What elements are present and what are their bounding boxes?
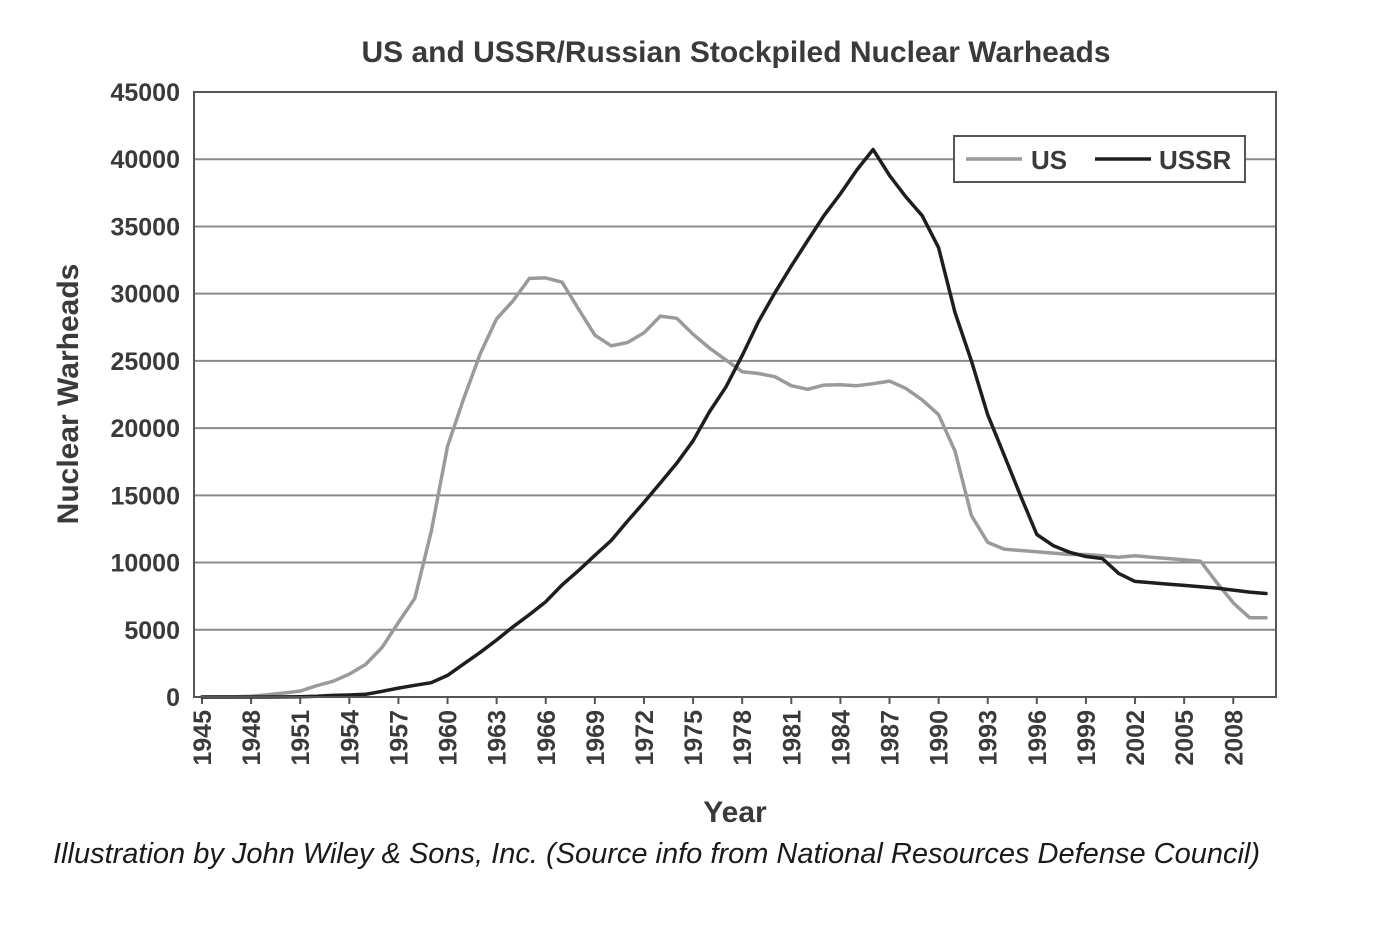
y-tick-label: 10000 xyxy=(110,550,180,578)
x-tick-label: 1984 xyxy=(827,710,855,766)
x-tick-label: 1978 xyxy=(729,710,757,766)
x-axis-ticks: 1945 1948 1951 1954 1957 1960 1963 1966 1969 1972… xyxy=(189,697,1248,766)
legend: US USSR xyxy=(953,135,1246,183)
x-tick-label: 1972 xyxy=(631,710,659,766)
x-tick-label: 1981 xyxy=(778,710,806,766)
y-tick-label: 5000 xyxy=(124,617,180,645)
x-tick-label: 1966 xyxy=(533,710,561,766)
y-tick-label: 30000 xyxy=(110,281,180,309)
x-tick-label: 1960 xyxy=(435,710,463,766)
x-tick-label: 1996 xyxy=(1024,710,1052,766)
x-tick-label: 2005 xyxy=(1171,710,1199,766)
series-line-ussr xyxy=(200,147,1268,699)
y-tick-label: 45000 xyxy=(110,79,180,107)
x-tick-label: 1987 xyxy=(877,710,905,766)
nuclear-warheads-chart: US and USSR/Russian Stockpiled Nuclear W… xyxy=(52,36,1277,829)
x-tick-label: 1951 xyxy=(287,710,315,766)
chart-title: US and USSR/Russian Stockpiled Nuclear W… xyxy=(361,36,1110,69)
figure-caption: Illustration by John Wiley & Sons, Inc. … xyxy=(53,838,1260,870)
x-tick-label: 1990 xyxy=(926,710,954,766)
plot-frame xyxy=(193,91,1277,698)
y-tick-label: 40000 xyxy=(110,146,180,174)
x-tick-label: 1969 xyxy=(582,710,610,766)
x-tick-label: 1975 xyxy=(680,710,708,766)
y-axis-ticks: 0 5000 10000 15000 20000 25000 30000 35000 40000… xyxy=(110,79,180,712)
y-tick-label: 15000 xyxy=(110,482,180,510)
x-axis-label: Year xyxy=(703,796,767,829)
x-tick-label: 1945 xyxy=(189,710,217,766)
y-tick-label: 20000 xyxy=(110,415,180,443)
data-series xyxy=(200,147,1268,699)
x-tick-label: 1963 xyxy=(484,710,512,766)
x-tick-label: 1999 xyxy=(1073,710,1101,766)
x-tick-label: 1993 xyxy=(975,710,1003,766)
x-tick-label: 1948 xyxy=(238,710,266,766)
y-axis-label: Nuclear Warheads xyxy=(52,264,85,525)
series-line-us xyxy=(200,276,1268,699)
x-tick-label: 1957 xyxy=(385,710,413,766)
y-tick-label: 35000 xyxy=(110,213,180,241)
y-tick-label: 25000 xyxy=(110,348,180,376)
x-tick-label: 2008 xyxy=(1220,710,1248,766)
x-tick-label: 1954 xyxy=(336,710,364,766)
legend-label-us: US xyxy=(1031,145,1067,175)
y-tick-label: 0 xyxy=(166,684,180,712)
legend-label-ussr: USSR xyxy=(1159,145,1231,175)
x-tick-label: 2002 xyxy=(1122,710,1150,766)
